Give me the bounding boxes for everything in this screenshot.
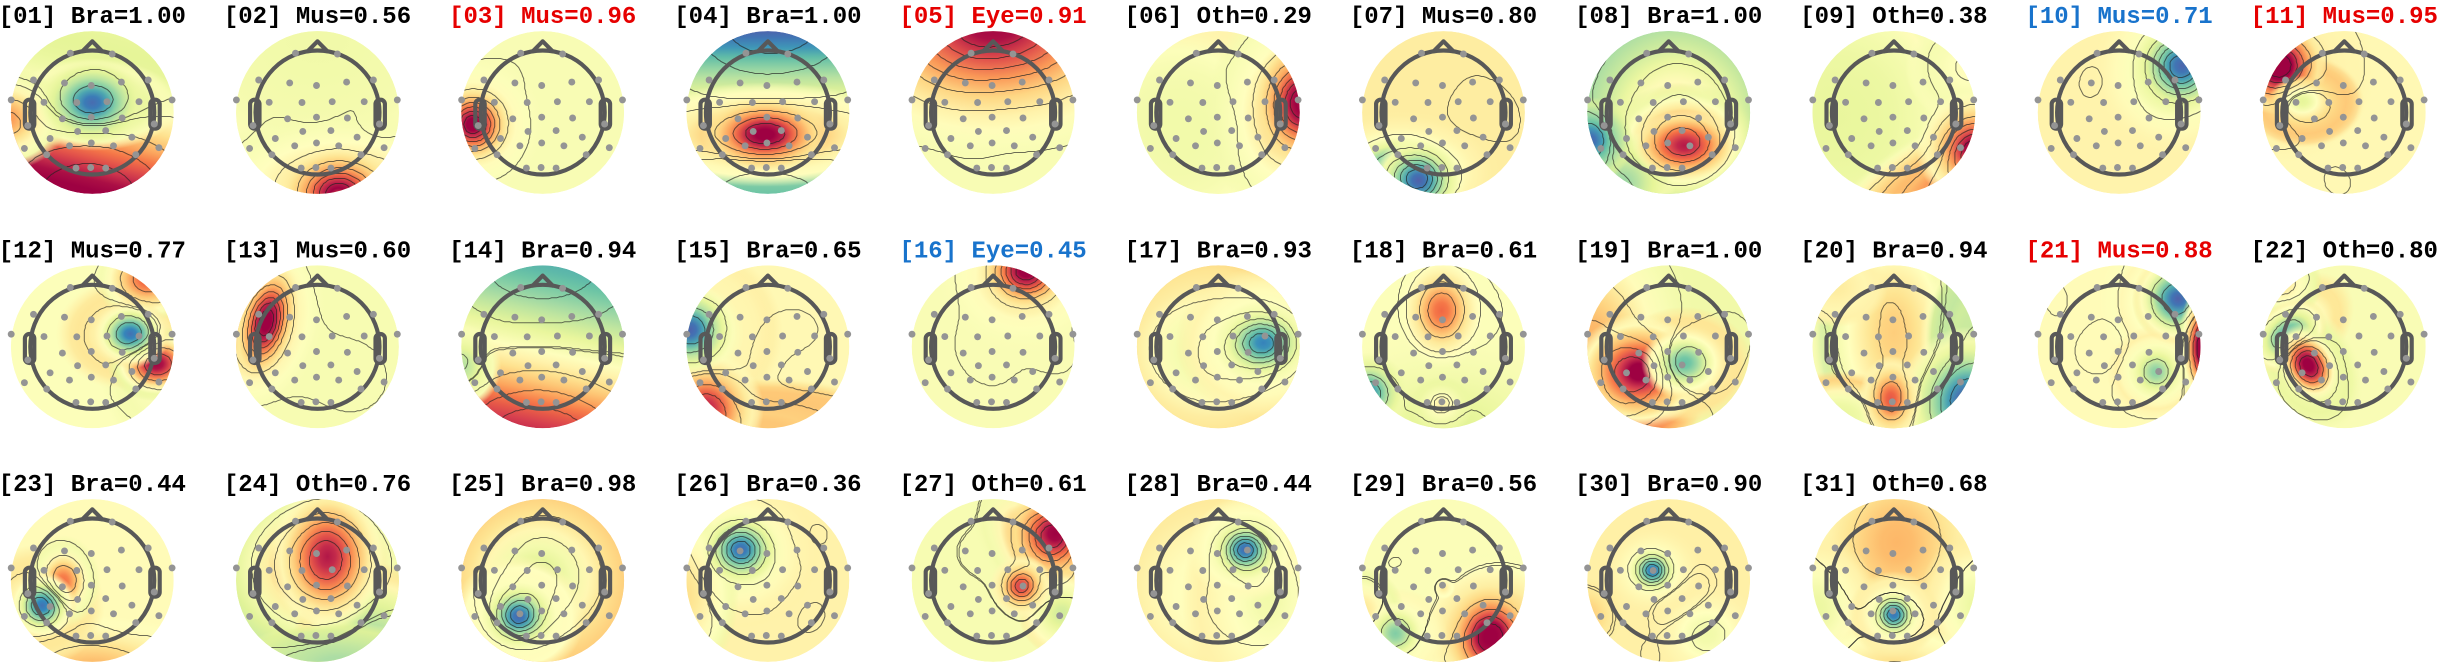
svg-text:[16] Eye=0.45: [16] Eye=0.45 [899,239,1086,266]
svg-text:[14] Bra=0.94: [14] Bra=0.94 [449,239,636,266]
svg-text:[02] Mus=0.56: [02] Mus=0.56 [224,4,411,31]
svg-text:[18] Bra=0.61: [18] Bra=0.61 [1350,239,1537,266]
svg-text:[11] Mus=0.95: [11] Mus=0.95 [2251,4,2438,31]
svg-text:[03] Mus=0.96: [03] Mus=0.96 [449,4,636,31]
svg-text:[08] Bra=1.00: [08] Bra=1.00 [1575,4,1762,31]
svg-text:[05] Eye=0.91: [05] Eye=0.91 [899,4,1086,31]
svg-text:[06] Oth=0.29: [06] Oth=0.29 [1125,4,1312,31]
svg-text:[17] Bra=0.93: [17] Bra=0.93 [1125,239,1312,266]
svg-text:[13] Mus=0.60: [13] Mus=0.60 [224,239,411,266]
svg-text:[31] Oth=0.68: [31] Oth=0.68 [1800,472,1987,499]
svg-text:[19] Bra=1.00: [19] Bra=1.00 [1575,239,1762,266]
svg-text:[21] Mus=0.88: [21] Mus=0.88 [2025,239,2212,266]
svg-text:[26] Bra=0.36: [26] Bra=0.36 [674,472,861,499]
svg-text:[20] Bra=0.94: [20] Bra=0.94 [1800,239,1987,266]
svg-text:[25] Bra=0.98: [25] Bra=0.98 [449,472,636,499]
svg-text:[24] Oth=0.76: [24] Oth=0.76 [224,472,411,499]
svg-text:[28] Bra=0.44: [28] Bra=0.44 [1125,472,1312,499]
svg-text:[29] Bra=0.56: [29] Bra=0.56 [1350,472,1537,499]
svg-text:[01] Bra=1.00: [01] Bra=1.00 [0,4,186,31]
svg-text:[07] Mus=0.80: [07] Mus=0.80 [1350,4,1537,31]
svg-text:[12] Mus=0.77: [12] Mus=0.77 [0,239,186,266]
svg-text:[30] Bra=0.90: [30] Bra=0.90 [1575,472,1762,499]
svg-text:[27] Oth=0.61: [27] Oth=0.61 [899,472,1086,499]
svg-text:[23] Bra=0.44: [23] Bra=0.44 [0,472,186,499]
svg-text:[10] Mus=0.71: [10] Mus=0.71 [2025,4,2212,31]
svg-text:[09] Oth=0.38: [09] Oth=0.38 [1800,4,1987,31]
svg-text:[15] Bra=0.65: [15] Bra=0.65 [674,239,861,266]
svg-text:[22] Oth=0.80: [22] Oth=0.80 [2251,239,2438,266]
svg-text:[04] Bra=1.00: [04] Bra=1.00 [674,4,861,31]
